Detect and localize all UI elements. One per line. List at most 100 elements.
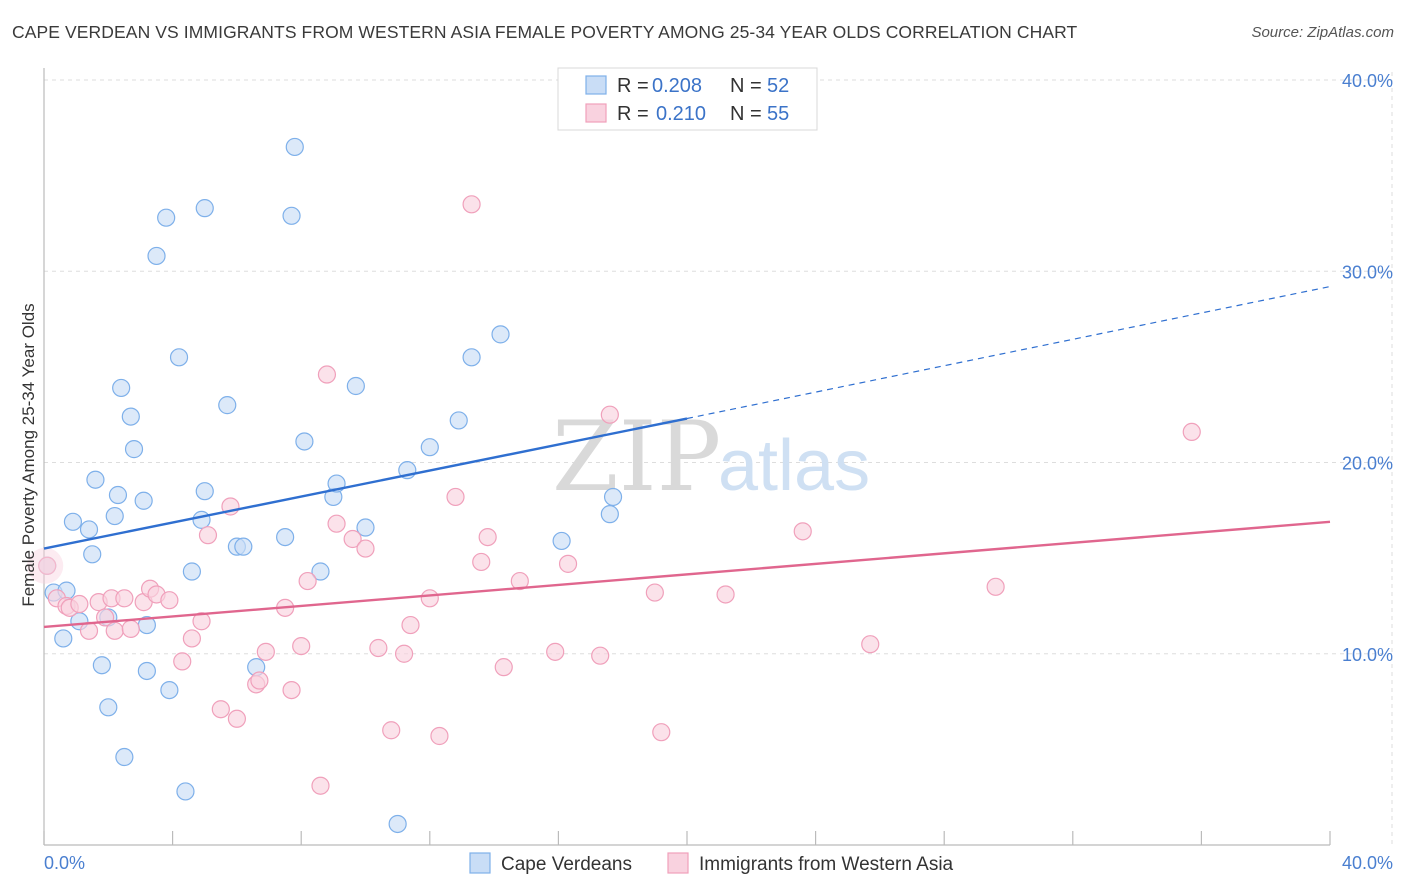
series-legend: Cape Verdeans Immigrants from Western As… <box>469 852 954 875</box>
point-series0-7 <box>83 545 102 564</box>
point-series1-22 <box>227 709 246 728</box>
legend-r-label-1: R = <box>617 75 649 97</box>
point-series0-37 <box>295 432 314 451</box>
point-series1-35 <box>369 638 388 658</box>
point-series0-8 <box>86 470 105 489</box>
legend-swatch-cape-verdeans <box>585 75 607 95</box>
point-series1-45 <box>494 658 513 677</box>
point-series0-49 <box>552 531 571 551</box>
point-series1-48 <box>558 554 578 573</box>
point-series0-6 <box>79 520 99 539</box>
point-series0-16 <box>121 407 140 426</box>
point-series1-19 <box>198 526 218 545</box>
watermark-zip: ZIP <box>552 401 721 513</box>
legend-n-label-2: N = <box>730 103 762 125</box>
point-series0-47 <box>462 348 481 367</box>
point-series0-42 <box>356 518 375 537</box>
watermark-atlas: atlas <box>718 426 870 506</box>
point-series1-28 <box>292 636 311 656</box>
point-series0-4 <box>63 512 83 531</box>
point-series0-32 <box>234 537 253 556</box>
point-series1-32 <box>327 514 346 533</box>
point-series1-41 <box>446 487 465 507</box>
legend-swatch-western-asia <box>585 103 607 123</box>
point-series1-17 <box>182 629 201 648</box>
point-series1-16 <box>173 652 192 671</box>
y-tick-label-2: 30.0% <box>1342 262 1393 282</box>
legend-n-value-2: 55 <box>767 103 789 125</box>
legend-n-label-1: N = <box>730 75 762 97</box>
tick-labels: 10.0% 20.0% 30.0% 40.0% 0.0% 40.0% <box>44 71 1393 873</box>
axes <box>43 68 1331 846</box>
watermark: ZIP atlas <box>552 401 870 513</box>
legend-r-label-2: R = <box>617 103 649 125</box>
point-series0-18 <box>134 491 153 510</box>
point-series0-13 <box>108 485 128 505</box>
point-series1-10 <box>115 589 134 608</box>
point-series1-55 <box>861 635 880 654</box>
legend-n-value-1: 52 <box>767 75 789 97</box>
point-series1-37 <box>394 644 414 663</box>
grid-lines <box>44 72 1393 845</box>
point-series0-3 <box>54 629 73 648</box>
point-series0-43 <box>388 814 407 834</box>
point-series0-45 <box>420 438 439 457</box>
series-swatch-cape-verdeans <box>469 852 491 874</box>
point-series0-25 <box>176 782 195 801</box>
point-series0-51 <box>603 487 623 507</box>
point-series1-34 <box>356 539 375 558</box>
legend-r-value-2: 0.210 <box>656 103 706 125</box>
point-series1-4 <box>70 594 89 614</box>
point-series1-46 <box>510 571 529 591</box>
series-name-western-asia: Immigrants from Western Asia <box>699 854 954 875</box>
point-series0-36 <box>285 137 304 157</box>
point-series0-34 <box>276 527 295 547</box>
point-series1-29 <box>298 571 317 591</box>
y-tick-label-1: 20.0% <box>1342 454 1393 474</box>
point-series0-9 <box>92 656 111 675</box>
x-tick-label-right: 40.0% <box>1342 853 1393 873</box>
point-series1-25 <box>256 642 275 661</box>
point-series0-24 <box>169 348 189 367</box>
point-series0-35 <box>282 206 301 225</box>
point-series1-42 <box>462 195 481 214</box>
chart-title: CAPE VERDEAN VS IMMIGRANTS FROM WESTERN … <box>12 22 1078 42</box>
point-series1-47 <box>546 642 565 661</box>
series-swatch-western-asia <box>667 852 689 874</box>
point-series1-36 <box>382 721 401 740</box>
y-tick-label-0: 10.0% <box>1342 645 1393 665</box>
point-series0-27 <box>192 510 211 529</box>
trend-line-0 <box>43 417 688 550</box>
point-series1-33 <box>343 529 362 549</box>
point-series1-50 <box>600 405 619 424</box>
point-series1-15 <box>160 591 179 610</box>
point-series1-39 <box>420 589 439 608</box>
point-series0-14 <box>112 378 131 398</box>
y-axis-label: Female Poverty Among 25-34 Year Olds <box>19 303 38 606</box>
point-series0-17 <box>124 440 144 459</box>
point-series1-38 <box>401 615 420 635</box>
point-series1-27 <box>282 680 301 700</box>
point-series0-50 <box>600 505 619 524</box>
point-series1-20 <box>211 700 230 719</box>
y-tick-label-3: 40.0% <box>1342 71 1393 91</box>
data-points <box>27 137 1201 834</box>
point-series1-51 <box>645 583 664 602</box>
point-series1-18 <box>192 612 211 631</box>
point-series0-15 <box>115 747 134 767</box>
point-series1-54 <box>793 522 812 541</box>
point-series1-40 <box>430 726 449 746</box>
point-series0-41 <box>346 376 365 396</box>
point-series1-9 <box>105 621 124 640</box>
point-series1-53 <box>716 585 735 604</box>
point-series1-52 <box>652 723 671 742</box>
point-series0-38 <box>311 562 330 581</box>
point-series1-cluster <box>27 547 64 584</box>
point-series0-30 <box>218 396 237 415</box>
point-series1-44 <box>478 527 497 547</box>
point-series1-56 <box>986 577 1005 596</box>
point-series0-29 <box>195 199 214 218</box>
trend-lines <box>43 285 1331 629</box>
source-label: Source: ZipAtlas.com <box>1251 24 1394 41</box>
